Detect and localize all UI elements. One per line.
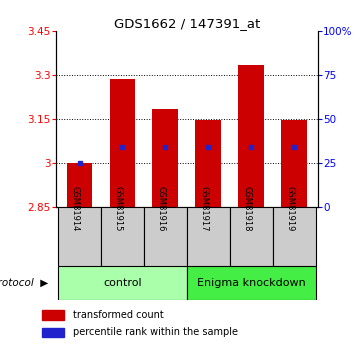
Bar [273, 207, 316, 266]
Text: GSM81917: GSM81917 [199, 186, 208, 231]
Bar [152, 109, 178, 207]
Bar [42, 327, 64, 337]
Bar [238, 65, 264, 207]
Bar [144, 207, 187, 266]
Text: GSM81919: GSM81919 [285, 186, 294, 231]
Bar [281, 120, 307, 207]
Bar [110, 79, 135, 207]
Text: GSM81915: GSM81915 [113, 186, 122, 231]
Bar [58, 207, 101, 266]
Text: protocol  ▶: protocol ▶ [0, 278, 49, 288]
Text: transformed count: transformed count [73, 310, 164, 320]
Bar [101, 207, 144, 266]
Bar [67, 163, 92, 207]
Title: GDS1662 / 147391_at: GDS1662 / 147391_at [114, 17, 260, 30]
Text: Enigma knockdown: Enigma knockdown [197, 278, 305, 288]
Text: GSM81918: GSM81918 [242, 186, 251, 231]
Text: percentile rank within the sample: percentile rank within the sample [73, 327, 238, 337]
Bar [187, 207, 230, 266]
Text: control: control [103, 278, 142, 288]
Bar [58, 266, 187, 300]
Text: GSM81914: GSM81914 [70, 186, 79, 231]
Bar [195, 120, 221, 207]
Bar [230, 207, 273, 266]
Text: GSM81916: GSM81916 [156, 186, 165, 231]
Bar [187, 266, 316, 300]
Bar [42, 310, 64, 319]
